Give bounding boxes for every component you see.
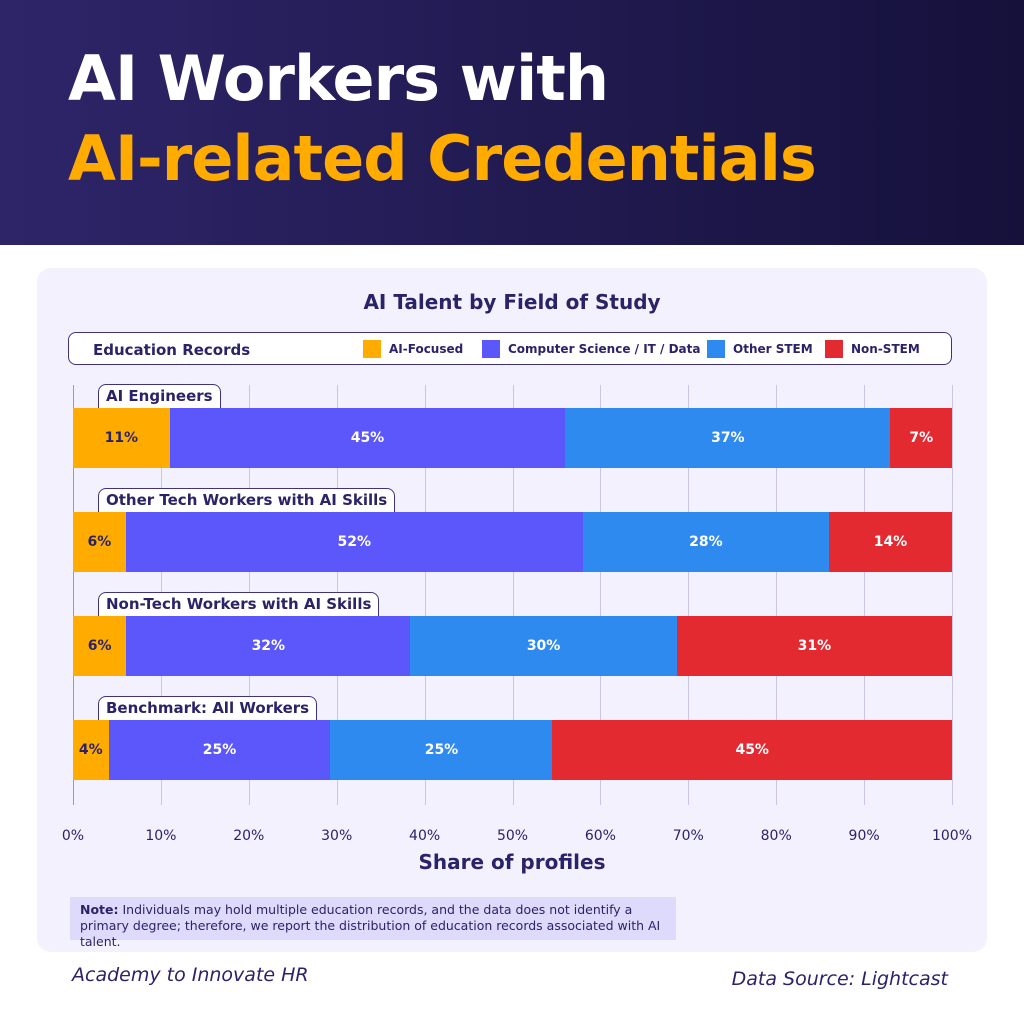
data-label: 52% (337, 534, 372, 550)
x-tick-label: 70% (672, 828, 704, 844)
legend-label: AI-Focused (389, 342, 464, 356)
gridline (424, 385, 426, 805)
bar-segment: 45% (552, 720, 952, 780)
title-line-1: AI Workers with (68, 42, 609, 115)
data-label: 32% (251, 638, 286, 654)
x-tick-label: 20% (233, 828, 265, 844)
data-label: 6% (87, 534, 112, 550)
data-label: 45% (735, 742, 769, 758)
plot-area: AI Engineers 11% 45% 37% 7% Other Tech Worker… (73, 384, 953, 805)
bar-segment: 14% (828, 512, 952, 572)
bar-segment: 6% (73, 616, 127, 676)
x-tick-label: 60% (584, 828, 616, 844)
bar-segment: 6% (73, 512, 126, 572)
legend-item: Other STEM (707, 340, 813, 358)
legend-swatch (707, 340, 725, 358)
bar-category-label: Non-Tech Workers with AI Skills (98, 592, 380, 616)
data-label: 25% (202, 742, 237, 758)
data-label: 45% (350, 430, 385, 446)
data-label: 6% (87, 638, 112, 654)
gridline (864, 385, 866, 805)
bar-segment: 45% (169, 408, 566, 468)
bar-category-label: Other Tech Workers with AI Skills (98, 488, 396, 512)
x-tick-label: 80% (760, 828, 792, 844)
data-label: 11% (104, 430, 139, 446)
bar-segment: 31% (676, 616, 952, 676)
x-tick-label: 0% (61, 828, 85, 844)
x-tick-label: 30% (321, 828, 353, 844)
footer-org: Academy to Innovate HR (72, 964, 309, 986)
note-label: Note: (80, 902, 119, 917)
bar-segment: 25% (330, 720, 553, 780)
bar-segment: 4% (73, 720, 109, 780)
legend-swatch (363, 340, 381, 358)
legend-label: Other STEM (733, 342, 813, 356)
legend-item: Computer Science / IT / Data (482, 340, 700, 358)
bar-category-label: AI Engineers (98, 384, 221, 408)
data-label: 4% (78, 742, 103, 758)
bar-segment: 30% (410, 616, 677, 676)
data-label: 14% (873, 534, 908, 550)
bar-segment: 32% (126, 616, 411, 676)
data-label: 31% (797, 638, 832, 654)
x-tick-label: 10% (145, 828, 177, 844)
legend-label: Non-STEM (851, 342, 920, 356)
legend-item: AI-Focused (363, 340, 463, 358)
x-tick-label: 90% (848, 828, 880, 844)
title-line-2: AI-related Credentials (68, 122, 817, 195)
x-tick-label: 40% (409, 828, 441, 844)
note-box: Note: Individuals may hold multiple educ… (70, 897, 676, 949)
legend-title: Education Records (93, 341, 251, 359)
x-axis-label: Share of profiles (418, 850, 606, 874)
bar-category-label: Benchmark: All Workers (98, 696, 318, 720)
gridline (776, 385, 778, 805)
x-tick-label: 100% (931, 828, 973, 844)
data-label: 30% (526, 638, 561, 654)
gridline (952, 385, 953, 805)
data-label: 28% (689, 534, 723, 550)
bar-segment: 7% (890, 408, 952, 468)
data-label: 7% (909, 430, 934, 446)
legend-item: Non-STEM (825, 340, 920, 358)
chart-title: AI Talent by Field of Study (363, 290, 661, 314)
gridline (512, 385, 514, 805)
bar-segment: 52% (125, 512, 583, 572)
data-label: 37% (711, 430, 745, 446)
bar-segment: 28% (582, 512, 829, 572)
legend-swatch (482, 340, 500, 358)
footer-source: Data Source: Lightcast (731, 968, 948, 990)
legend: Education Records AI-Focused Computer Sci… (68, 332, 952, 365)
legend-label: Computer Science / IT / Data (508, 342, 701, 356)
x-tick-label: 50% (496, 828, 529, 844)
bar-segment: 11% (73, 408, 170, 468)
legend-swatch (825, 340, 843, 358)
gridline (688, 385, 690, 805)
y-axis-line (73, 385, 74, 805)
note-text: Individuals may hold multiple education … (80, 902, 661, 949)
header-banner: AI Workers with AI-related Credentials (0, 0, 1024, 245)
data-label: 25% (424, 742, 459, 758)
bar-segment: 25% (108, 720, 331, 780)
bar-segment: 37% (565, 408, 891, 468)
gridline (600, 385, 602, 805)
